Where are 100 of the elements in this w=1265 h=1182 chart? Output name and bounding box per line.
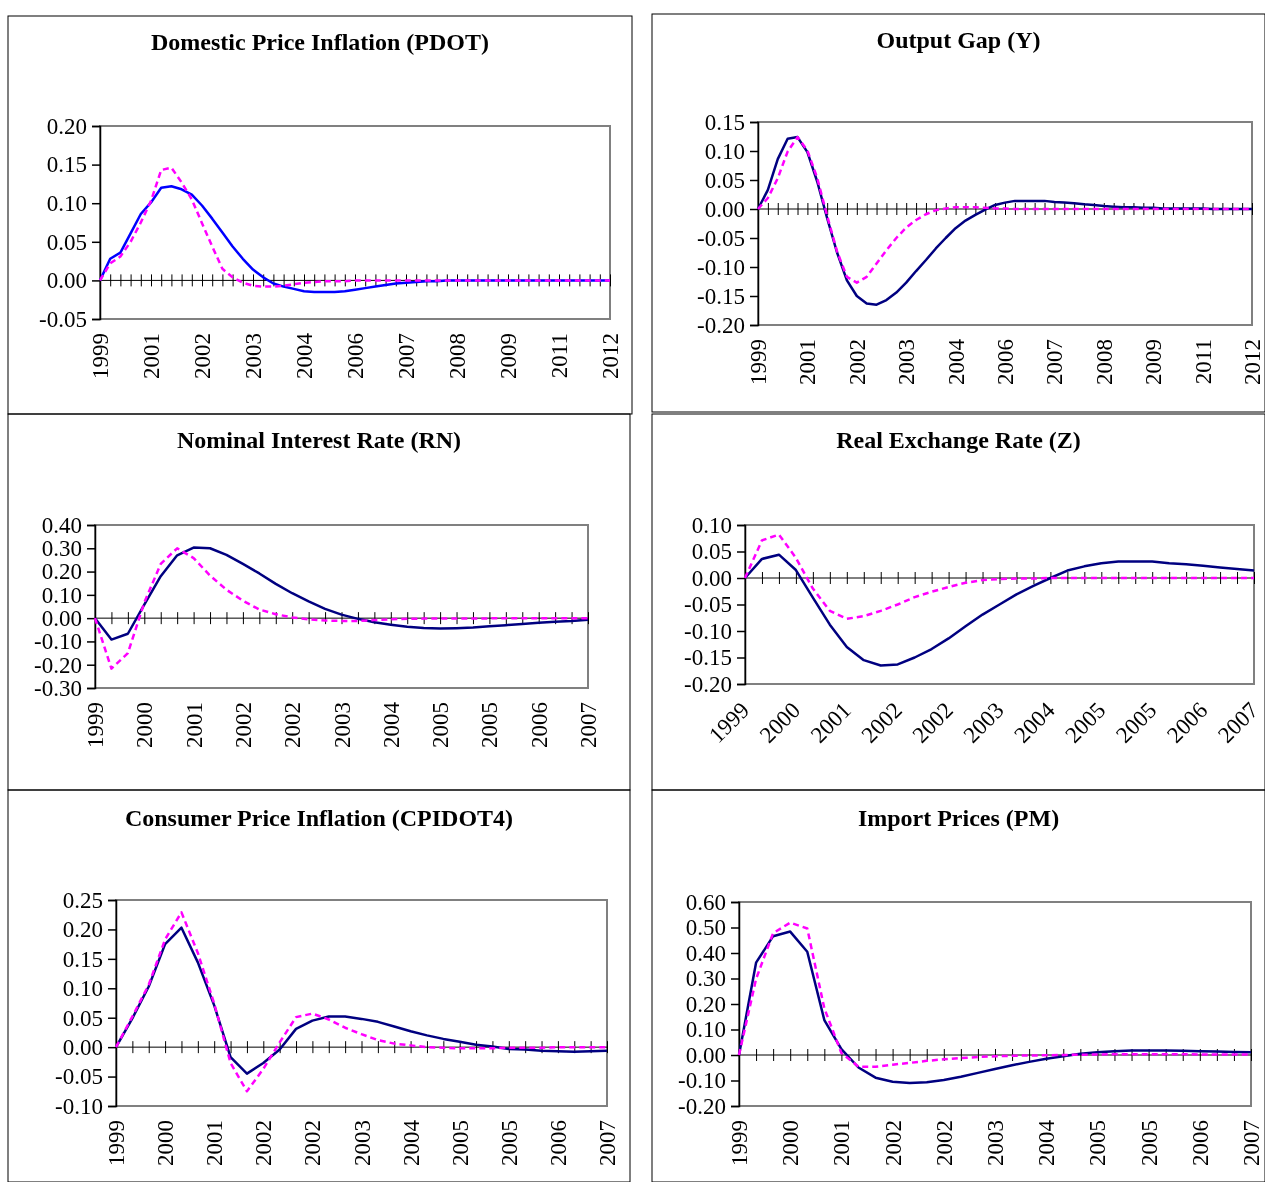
y-tick-label: 0.20 [685,991,726,1017]
x-tick-label: 2011 [1190,339,1216,385]
y-tick-label: -0.30 [34,675,82,701]
x-tick-label: 2008 [445,333,471,379]
x-tick-label: 2006 [343,333,369,379]
x-tick-label: 2004 [378,701,404,748]
x-tick-label: 2003 [241,333,267,379]
x-tick-label: 1999 [727,1120,753,1166]
y-tick-label: 0.50 [685,915,726,941]
x-tick-label: 2007 [1239,1120,1265,1166]
x-tick-label: 2000 [153,1120,179,1166]
x-tick-label: 2004 [1034,1119,1060,1166]
x-tick-label: 2002 [280,702,306,748]
y-tick-label: 0.60 [685,889,726,915]
y-tick-label: 0.10 [704,138,745,164]
x-tick-label: 2003 [894,339,920,385]
y-tick-label: -0.10 [34,629,82,655]
x-tick-label: 2002 [880,1120,906,1166]
chart-title: Domestic Price Inflation (PDOT) [151,29,489,55]
x-tick-label: 2002 [190,333,216,379]
x-tick-label: 2009 [1141,339,1167,385]
y-tick-label: -0.05 [55,1064,103,1090]
x-tick-label: 2005 [477,702,503,748]
y-tick-label: 0.40 [685,940,726,966]
x-tick-label: 2001 [829,1120,855,1166]
x-tick-label: 1999 [746,339,772,385]
y-tick-label: 0.15 [46,152,87,178]
x-tick-label: 2006 [993,339,1019,385]
y-tick-label: -0.20 [678,1093,726,1119]
y-tick-label: -0.15 [684,645,732,671]
x-tick-label: 2006 [1187,1120,1213,1166]
chart-title: Output Gap (Y) [876,27,1041,53]
x-tick-label: 2000 [132,702,158,748]
y-tick-label: 0.20 [41,559,82,585]
y-tick-label: 0.10 [62,976,103,1002]
y-tick-label: 0.05 [62,1005,103,1031]
x-tick-label: 2007 [394,333,420,379]
y-tick-label: 0.30 [41,536,82,562]
x-tick-label: 2006 [526,702,552,748]
y-tick-label: 0.00 [691,565,732,591]
y-tick-label: -0.20 [684,671,732,697]
y-tick-label: 0.20 [46,113,87,139]
x-tick-label: 2001 [202,1120,228,1166]
y-tick-label: 0.10 [46,191,87,217]
y-tick-label: -0.10 [684,618,732,644]
y-tick-label: -0.05 [684,592,732,618]
x-tick-label: 2002 [230,702,256,748]
x-tick-label: 2002 [251,1120,277,1166]
x-tick-label: 2007 [1042,339,1068,385]
x-tick-label: 2011 [547,333,573,379]
x-tick-label: 2005 [1136,1120,1162,1166]
y-tick-label: -0.05 [39,306,87,332]
x-tick-label: 2004 [292,332,318,379]
y-tick-label: 0.15 [704,109,745,135]
x-tick-label: 2002 [931,1120,957,1166]
x-tick-label: 2002 [844,339,870,385]
y-tick-label: 0.40 [41,512,82,538]
x-tick-label: 2012 [598,333,624,379]
y-tick-label: -0.05 [697,225,745,251]
x-tick-label: 1999 [88,333,114,379]
y-tick-label: 0.00 [685,1042,726,1068]
y-tick-label: 0.00 [46,268,87,294]
y-tick-label: -0.10 [697,254,745,280]
y-tick-label: 0.25 [62,887,103,913]
x-tick-label: 2001 [181,702,207,748]
x-tick-label: 2009 [496,333,522,379]
y-tick-label: 0.10 [685,1017,726,1043]
x-tick-label: 2000 [778,1120,804,1166]
y-tick-label: 0.30 [685,966,726,992]
y-tick-label: -0.15 [697,283,745,309]
x-tick-label: 2008 [1091,339,1117,385]
x-tick-label: 2004 [943,338,969,385]
y-tick-label: -0.10 [678,1068,726,1094]
y-tick-label: 0.05 [691,539,732,565]
x-tick-label: 2005 [1085,1120,1111,1166]
x-tick-label: 2003 [983,1120,1009,1166]
x-tick-label: 2003 [329,702,355,748]
chart-title: Import Prices (PM) [857,805,1060,831]
x-tick-label: 2003 [349,1120,375,1166]
x-tick-label: 2005 [447,1120,473,1166]
y-tick-label: 0.00 [704,196,745,222]
x-tick-label: 2004 [398,1119,424,1166]
x-tick-label: 2012 [1240,339,1265,385]
chart-title: Nominal Interest Rate (RN) [176,427,462,453]
y-tick-label: -0.20 [34,652,82,678]
x-tick-label: 2001 [139,333,165,379]
x-tick-label: 2005 [428,702,454,748]
y-tick-label: 0.05 [46,229,87,255]
x-tick-label: 2006 [545,1120,571,1166]
y-tick-label: 0.00 [62,1035,103,1060]
y-tick-label: -0.10 [55,1093,103,1119]
x-tick-label: 1999 [104,1120,130,1166]
x-tick-label: 2007 [576,702,602,748]
x-tick-label: 2005 [496,1120,522,1166]
x-tick-label: 2007 [595,1120,621,1166]
y-tick-label: -0.20 [697,312,745,338]
y-tick-label: 0.05 [704,167,745,193]
y-tick-label: 0.20 [62,917,103,943]
x-tick-label: 2002 [300,1120,326,1166]
x-tick-label: 1999 [83,702,109,748]
